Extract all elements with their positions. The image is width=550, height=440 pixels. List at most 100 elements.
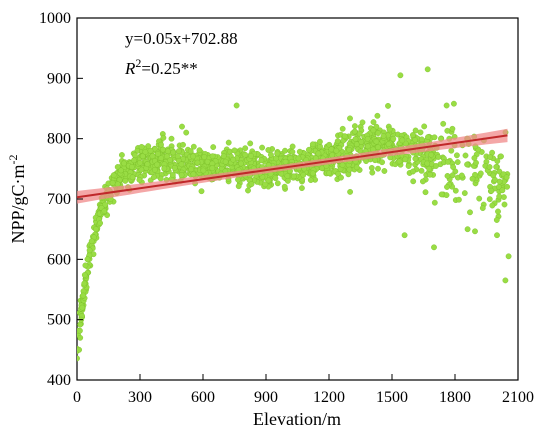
scatter-points [77, 66, 512, 362]
scatter-point [493, 163, 500, 170]
x-tick-label: 2100 [502, 389, 534, 406]
x-tick-label: 1200 [313, 389, 345, 406]
scatter-point [375, 144, 381, 151]
scatter-point [386, 126, 393, 133]
scatter-point [159, 146, 166, 153]
scatter-point [333, 147, 340, 154]
y-axis-title-main: NPP/gC·m [8, 164, 28, 243]
scatter-point [502, 277, 509, 284]
scatter-point [440, 120, 447, 127]
scatter-point [151, 166, 158, 173]
scatter-point [267, 151, 274, 158]
scatter-point [455, 196, 462, 203]
r-squared-sup: 2 [135, 56, 141, 70]
scatter-point [289, 148, 296, 155]
scatter-point [454, 159, 461, 166]
scatter-point [138, 143, 145, 150]
scatter-point [458, 172, 465, 179]
scatter-point [158, 141, 164, 148]
scatter-point [149, 153, 156, 160]
r-squared-value: =0.25** [141, 59, 197, 78]
scatter-point [491, 176, 498, 183]
scatter-point [122, 177, 129, 184]
scatter-point [170, 149, 177, 156]
scatter-point [375, 165, 381, 172]
scatter-point [443, 102, 450, 109]
scatter-point [356, 130, 363, 137]
scatter-point [137, 159, 143, 166]
scatter-point [486, 196, 493, 203]
scatter-point [274, 150, 281, 157]
scatter-point [504, 183, 510, 190]
scatter-point [444, 127, 451, 134]
scatter-point [209, 165, 216, 172]
scatter-point [425, 134, 431, 141]
scatter-point [351, 123, 358, 130]
scatter-point [443, 192, 450, 199]
scatter-point [183, 129, 190, 136]
scatter-point [316, 138, 323, 145]
scatter-point [97, 220, 104, 227]
scatter-point [472, 228, 478, 235]
scatter-point [412, 155, 419, 162]
scatter-point [494, 158, 501, 165]
scatter-point [476, 195, 483, 202]
scatter-point [93, 226, 99, 233]
scatter-point [119, 152, 125, 158]
scatter-point [258, 157, 265, 164]
scatter-point [399, 137, 406, 144]
scatter-point [77, 346, 82, 353]
scatter-point [242, 151, 249, 158]
scatter-point [265, 177, 272, 184]
scatter-point [431, 244, 437, 251]
scatter-point [196, 147, 203, 154]
scatter-point [396, 158, 403, 165]
scatter-point [188, 166, 195, 173]
scatter-point [410, 168, 416, 175]
scatter-point [489, 202, 496, 209]
scatter-point [379, 159, 385, 166]
y-axis-title: NPP/gC·m-2 [6, 154, 28, 243]
scatter-point [409, 132, 416, 138]
scatter-point [488, 187, 495, 194]
scatter-point [353, 164, 360, 171]
scatter-point [296, 148, 303, 155]
scatter-point [486, 164, 493, 170]
r-squared-var: R [124, 59, 136, 78]
scatter-point [431, 199, 438, 206]
scatter-point [160, 134, 167, 141]
scatter-point [81, 280, 88, 287]
scatter-point [487, 154, 493, 161]
scatter-point [298, 185, 305, 192]
scatter-point [412, 127, 419, 134]
scatter-point [418, 167, 425, 174]
scatter-point [231, 147, 238, 154]
scatter-point [178, 161, 185, 168]
scatter-point [347, 115, 353, 122]
scatter-point [282, 158, 289, 165]
scatter-point [424, 66, 431, 73]
scatter-point [158, 155, 165, 162]
scatter-point [402, 156, 409, 163]
scatter-point [131, 157, 137, 164]
scatter-point [477, 170, 484, 177]
scatter-point [168, 135, 175, 142]
scatter-point [80, 292, 87, 299]
scatter-point [370, 127, 377, 134]
scatter-point [272, 175, 279, 182]
scatter-point [225, 139, 232, 146]
x-tick-label: 900 [254, 389, 278, 406]
scatter-point [259, 144, 265, 151]
y-tick-label: 600 [47, 251, 71, 268]
scatter-point [338, 174, 344, 181]
y-tick-label: 500 [47, 312, 71, 329]
scatter-point [385, 141, 392, 148]
scatter-point [190, 153, 197, 160]
scatter-point [300, 171, 307, 178]
scatter-point [144, 161, 151, 168]
scatter-point [495, 208, 501, 215]
scatter-point [364, 135, 371, 142]
scatter-point [397, 72, 404, 79]
scatter-point [230, 156, 237, 163]
regression-equation: y=0.05x+702.88 [125, 29, 238, 48]
